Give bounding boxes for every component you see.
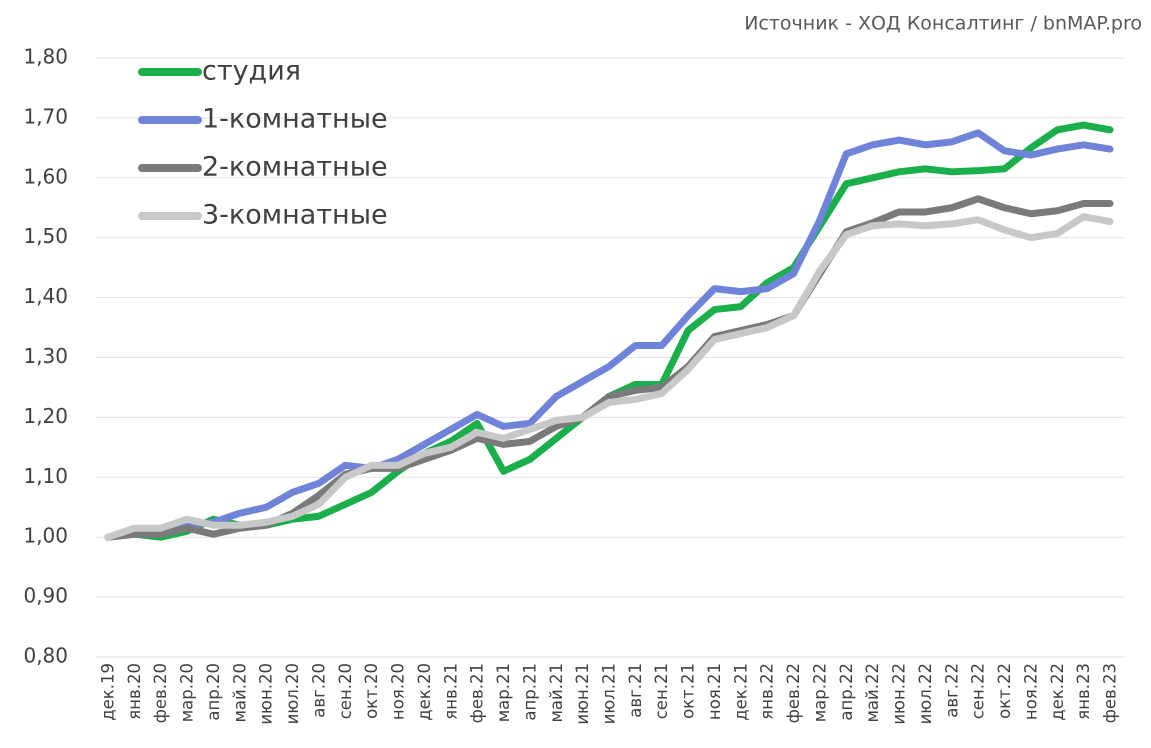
y-tick-label: 1,10 xyxy=(23,464,68,488)
x-tick-label: апр.21 xyxy=(520,663,539,721)
legend-label: 3-комнатные xyxy=(202,200,388,231)
x-tick-label: июн.22 xyxy=(890,663,909,725)
series-line xyxy=(104,129,1114,541)
x-tick-label: авг.20 xyxy=(309,663,328,718)
x-tick-label: сен.21 xyxy=(652,663,671,719)
x-tick-label: июн.20 xyxy=(257,663,276,725)
series-line xyxy=(104,121,1114,541)
x-tick-label: янв.21 xyxy=(441,663,460,720)
x-tick-label: дек.22 xyxy=(1048,663,1067,721)
x-tick-label: фев.22 xyxy=(784,663,803,723)
x-tick-label: июн.21 xyxy=(573,663,592,725)
y-tick-label: 1,20 xyxy=(23,404,68,428)
legend-label: 1-комнатные xyxy=(202,104,388,135)
x-tick-label: дек.19 xyxy=(99,663,118,721)
x-tick-label: авг.21 xyxy=(626,663,645,718)
x-tick-label: май.20 xyxy=(230,663,249,723)
source: Источник - ХОД Консалтинг / bnMAP.pro xyxy=(744,13,1142,35)
x-tick-label: фев.23 xyxy=(1101,663,1120,723)
y-tick-label: 1,40 xyxy=(23,284,68,308)
x-tick-label: май.21 xyxy=(547,663,566,723)
x-tick-label: апр.22 xyxy=(837,663,856,721)
x-tick-label: сен.22 xyxy=(969,663,988,719)
series-line xyxy=(104,213,1114,541)
x-tick-label: апр.20 xyxy=(204,663,223,721)
y-tick-label: 1,80 xyxy=(23,45,68,69)
x-tick-label: дек.21 xyxy=(731,663,750,721)
x-tick-label: авг.22 xyxy=(942,663,961,718)
y-tick-label: 1,00 xyxy=(23,524,68,548)
y-tick-label: 1,50 xyxy=(23,224,68,248)
x-tick-label: июл.21 xyxy=(600,663,619,724)
x-tick-label: дек.20 xyxy=(415,663,434,721)
x-tick-label: янв.23 xyxy=(1074,663,1093,720)
x-tick-label: июл.22 xyxy=(916,663,935,724)
x-tick-label: мар.20 xyxy=(178,663,197,722)
y-tick-label: 0,90 xyxy=(23,584,68,608)
x-tick-label: ноя.21 xyxy=(705,663,724,720)
y-tick-label: 1,60 xyxy=(23,164,68,188)
y-tick-label: 1,70 xyxy=(23,104,68,128)
x-tick-label: фев.21 xyxy=(468,663,487,723)
legend-label: студия xyxy=(202,56,301,87)
y-tick-label: 1,30 xyxy=(23,344,68,368)
x-tick-label: окт.21 xyxy=(679,663,698,719)
x-tick-label: фев.20 xyxy=(151,663,170,723)
x-tick-label: май.22 xyxy=(863,663,882,723)
x-tick-label: июл.20 xyxy=(283,663,302,724)
x-tick-label: ноя.20 xyxy=(389,663,408,720)
x-tick-label: янв.22 xyxy=(758,663,777,720)
x-tick-label: окт.20 xyxy=(362,663,381,719)
legend-label: 2-комнатные xyxy=(202,152,388,183)
x-tick-label: мар.22 xyxy=(810,663,829,722)
y-tick-label: 0,80 xyxy=(23,644,68,668)
x-tick-label: сен.20 xyxy=(336,663,355,719)
x-tick-label: ноя.22 xyxy=(1021,663,1040,720)
x-tick-label: янв.20 xyxy=(125,663,144,720)
x-tick-label: окт.22 xyxy=(995,663,1014,719)
x-tick-label: мар.21 xyxy=(494,663,513,722)
